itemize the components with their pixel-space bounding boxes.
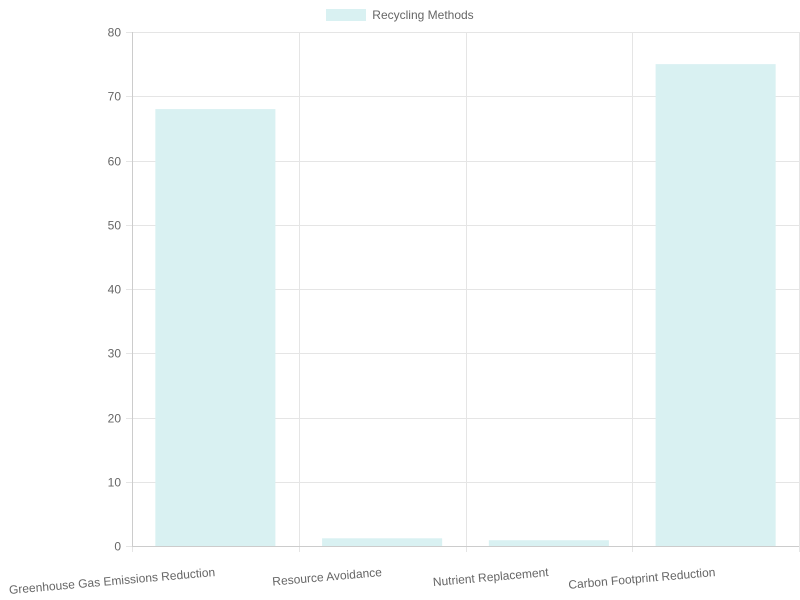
y-tick-label: 70 (108, 90, 122, 104)
y-tick-label: 20 (108, 412, 122, 426)
x-tick-label: Greenhouse Gas Emissions Reduction (8, 565, 215, 597)
axes (126, 32, 800, 552)
y-tick-label: 0 (114, 540, 121, 554)
bar[interactable] (655, 64, 776, 546)
y-tick-label: 40 (108, 283, 122, 297)
bar[interactable] (155, 109, 276, 546)
legend-item-recycling-methods[interactable]: Recycling Methods (326, 8, 474, 22)
y-axis-tick-labels: 0 10 20 30 40 50 60 70 80 (108, 26, 122, 554)
legend-label: Recycling Methods (372, 8, 474, 22)
legend-swatch (326, 9, 367, 21)
y-tick-label: 60 (108, 155, 122, 169)
y-tick-label: 10 (108, 476, 122, 490)
x-tick-label: Carbon Footprint Reduction (568, 565, 716, 592)
bar[interactable] (322, 538, 443, 546)
y-tick-label: 30 (108, 347, 122, 361)
chart-legend: Recycling Methods (0, 8, 800, 22)
bars (155, 64, 776, 546)
y-tick-label: 80 (108, 26, 122, 40)
bar[interactable] (488, 540, 609, 546)
x-tick-label: Nutrient Replacement (432, 565, 549, 589)
y-tick-label: 50 (108, 219, 122, 233)
x-axis-tick-labels: Greenhouse Gas Emissions Reduction Resour… (8, 565, 715, 597)
x-tick-label: Resource Avoidance (272, 565, 383, 589)
